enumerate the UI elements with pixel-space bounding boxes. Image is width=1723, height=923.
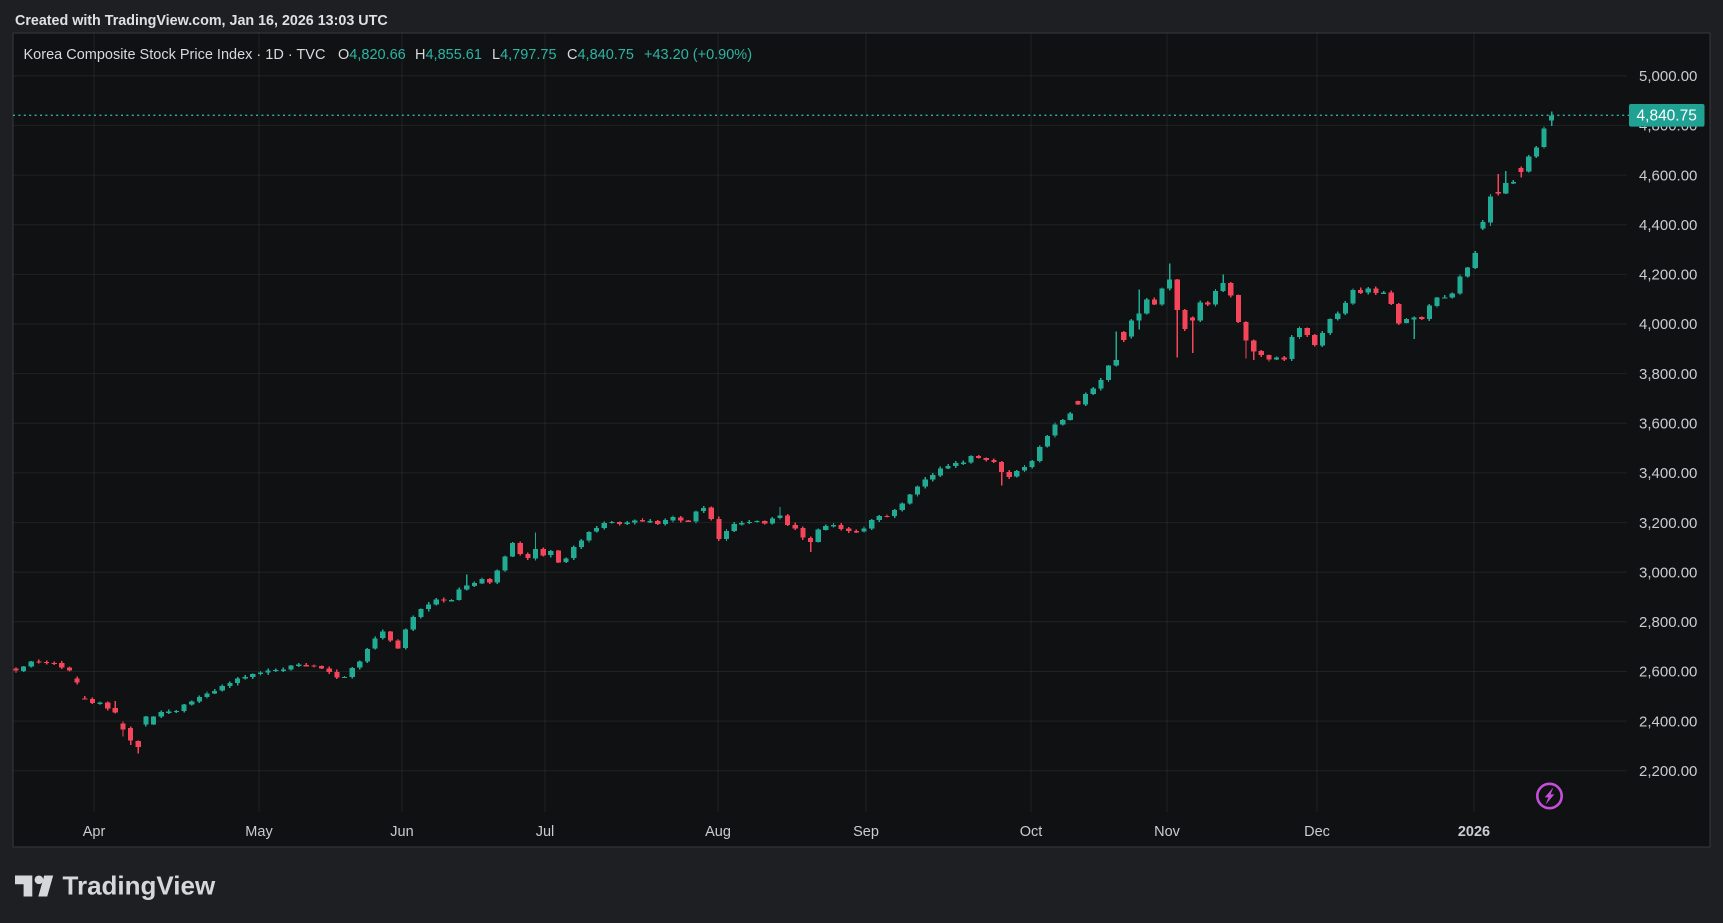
svg-text:2,200.00: 2,200.00 <box>1639 763 1697 780</box>
svg-text:Nov: Nov <box>1154 824 1181 840</box>
svg-text:Dec: Dec <box>1304 824 1330 840</box>
svg-text:4,840.75: 4,840.75 <box>1637 108 1697 125</box>
svg-text:Korea Composite Stock Price In: Korea Composite Stock Price Index · 1D ·… <box>24 47 326 63</box>
svg-text:2,400.00: 2,400.00 <box>1639 713 1697 730</box>
svg-text:3,000.00: 3,000.00 <box>1639 564 1697 581</box>
svg-text:Jun: Jun <box>390 824 413 840</box>
svg-text:C4,840.75: C4,840.75 <box>567 47 634 63</box>
svg-text:May: May <box>245 824 273 840</box>
svg-text:4,200.00: 4,200.00 <box>1639 267 1697 284</box>
svg-text:3,200.00: 3,200.00 <box>1639 515 1697 532</box>
svg-text:H4,855.61: H4,855.61 <box>415 47 482 63</box>
svg-text:Created with TradingView.com,: Created with TradingView.com, Jan 16, 20… <box>15 13 388 29</box>
svg-text:2,800.00: 2,800.00 <box>1639 614 1697 631</box>
svg-text:4,600.00: 4,600.00 <box>1639 167 1697 184</box>
svg-text:3,400.00: 3,400.00 <box>1639 465 1697 482</box>
svg-text:Oct: Oct <box>1020 824 1043 840</box>
svg-text:Jul: Jul <box>536 824 555 840</box>
svg-text:O4,820.66: O4,820.66 <box>338 47 406 63</box>
svg-text:TradingView: TradingView <box>63 871 216 901</box>
svg-text:2026: 2026 <box>1458 824 1490 840</box>
svg-text:+43.20 (+0.90%): +43.20 (+0.90%) <box>644 47 752 63</box>
svg-text:5,000.00: 5,000.00 <box>1639 68 1697 85</box>
svg-text:Aug: Aug <box>705 824 731 840</box>
svg-text:4,000.00: 4,000.00 <box>1639 316 1697 333</box>
svg-text:4,400.00: 4,400.00 <box>1639 217 1697 234</box>
svg-text:3,800.00: 3,800.00 <box>1639 366 1697 383</box>
svg-text:Apr: Apr <box>83 824 106 840</box>
svg-text:L4,797.75: L4,797.75 <box>492 47 557 63</box>
svg-text:3,600.00: 3,600.00 <box>1639 416 1697 433</box>
svg-text:2,600.00: 2,600.00 <box>1639 664 1697 681</box>
svg-text:Sep: Sep <box>853 824 879 840</box>
